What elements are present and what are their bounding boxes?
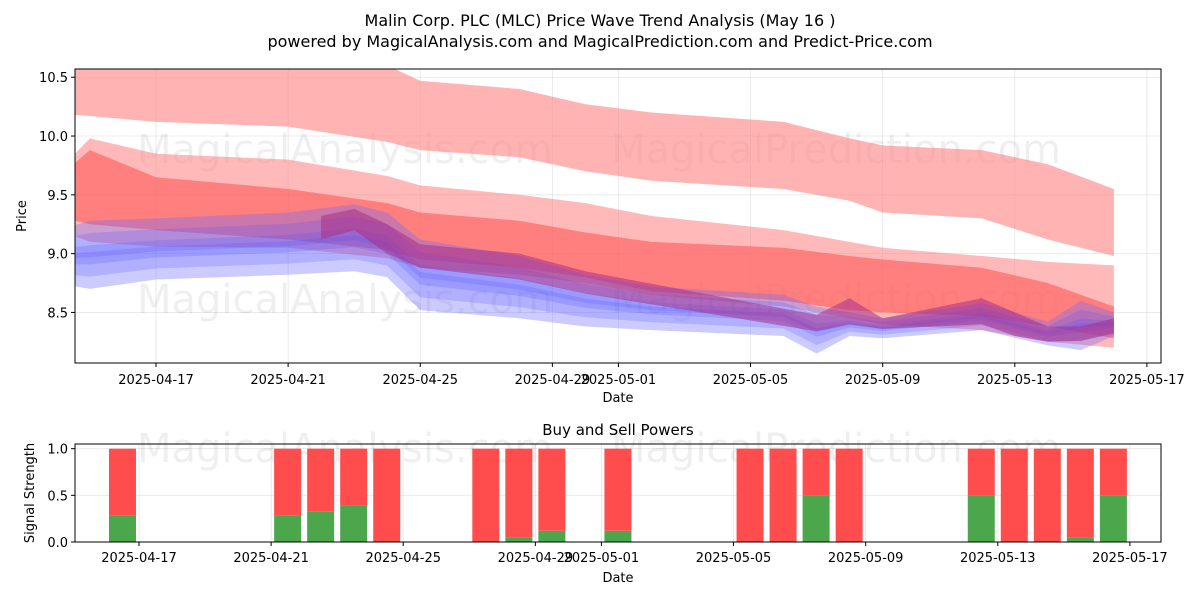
strong-red-band (75, 150, 1114, 339)
buy-bar (802, 495, 830, 542)
price-y-tick-label: 8.5 (47, 306, 68, 321)
chart-title: Malin Corp. PLC (MLC) Price Wave Trend A… (365, 11, 836, 30)
price-panel: MagicalAnalysis.com MagicalPrediction.co… (15, 68, 1185, 406)
price-y-tick-label: 10.5 (39, 71, 68, 86)
sell-bar (835, 448, 863, 542)
price-x-ticks: 2025-04-17 2025-04-21 2025-04-25 2025-04-29… (118, 363, 1185, 388)
sell-bar (307, 448, 335, 512)
price-y-label: Price (15, 200, 30, 232)
price-x-tick-label: 2025-05-01 (581, 373, 657, 388)
signal-bars (108, 448, 1127, 542)
blue-band-strand (75, 216, 1114, 346)
sell-bar (1000, 448, 1028, 542)
buy-bar (340, 505, 368, 542)
price-x-label: Date (602, 391, 633, 406)
signal-axes-frame (74, 443, 1162, 543)
signal-x-tick-label: 2025-05-01 (564, 551, 640, 566)
chart-subtitle: powered by MagicalAnalysis.com and Magic… (267, 32, 932, 51)
signal-y-ticks: 0.0 0.5 1.0 (47, 443, 75, 551)
sell-bar (967, 448, 995, 496)
price-x-tick-label: 2025-04-25 (382, 373, 458, 388)
buy-bar (967, 495, 995, 542)
sell-bar (108, 448, 136, 516)
sell-bar (538, 448, 566, 531)
signal-x-label: Date (602, 571, 633, 586)
buy-bar (307, 511, 335, 542)
price-y-tick-label: 9.0 (47, 248, 68, 263)
signal-x-tick-label: 2025-04-29 (498, 551, 574, 566)
sell-bar (472, 448, 500, 542)
signal-y-tick-label: 1.0 (47, 443, 68, 458)
signal-x-tick-label: 2025-04-25 (365, 551, 441, 566)
upper-red-band (75, 69, 1114, 256)
signal-x-tick-label: 2025-04-21 (233, 551, 309, 566)
signal-y-label: Signal Strength (23, 443, 38, 543)
price-x-tick-label: 2025-05-09 (845, 373, 921, 388)
signal-y-tick-label: 0.0 (47, 536, 68, 551)
signal-title: Buy and Sell Powers (542, 421, 694, 439)
sell-bar (736, 448, 764, 542)
price-y-tick-label: 10.0 (39, 130, 68, 145)
sell-bar (340, 448, 368, 506)
signal-x-ticks: 2025-04-17 2025-04-21 2025-04-25 2025-04-29… (101, 542, 1168, 566)
signal-x-tick-label: 2025-05-09 (828, 551, 904, 566)
price-x-tick-label: 2025-04-17 (118, 373, 194, 388)
sell-bar (1066, 448, 1094, 538)
sell-bar (769, 448, 797, 542)
sell-bar (274, 448, 302, 516)
signal-x-tick-label: 2025-05-17 (1092, 551, 1168, 566)
sell-bar (604, 448, 632, 531)
signal-y-tick-label: 0.5 (47, 489, 68, 504)
price-y-tick-label: 9.5 (47, 189, 68, 204)
buy-bar (1066, 537, 1094, 542)
signal-x-tick-label: 2025-04-17 (101, 551, 177, 566)
buy-bar (108, 515, 136, 542)
buy-bar (604, 530, 632, 542)
signal-panel: Buy and Sell Powers MagicalAnalysis.com … (23, 421, 1168, 586)
price-x-tick-label: 2025-04-29 (515, 373, 591, 388)
signal-x-tick-label: 2025-05-13 (960, 551, 1036, 566)
signal-x-tick-label: 2025-05-05 (696, 551, 772, 566)
buy-bar (505, 537, 533, 542)
sell-bar (1033, 448, 1061, 542)
sell-bar (1099, 448, 1127, 496)
buy-bar (538, 530, 566, 542)
price-x-tick-label: 2025-04-21 (250, 373, 326, 388)
buy-bar (274, 515, 302, 542)
price-bands (75, 69, 1114, 354)
price-x-tick-label: 2025-05-17 (1109, 373, 1185, 388)
sell-bar (802, 448, 830, 496)
price-y-ticks: 8.5 9.0 9.5 10.0 10.5 (39, 71, 75, 321)
watermark-mid-left: MagicalAnalysis.com (137, 277, 553, 323)
price-x-tick-label: 2025-05-13 (977, 373, 1053, 388)
sell-bar (505, 448, 533, 538)
buy-bar (1099, 495, 1127, 542)
price-x-tick-label: 2025-05-05 (713, 373, 789, 388)
purple-overlap (321, 208, 1114, 342)
sell-bar (373, 448, 401, 542)
